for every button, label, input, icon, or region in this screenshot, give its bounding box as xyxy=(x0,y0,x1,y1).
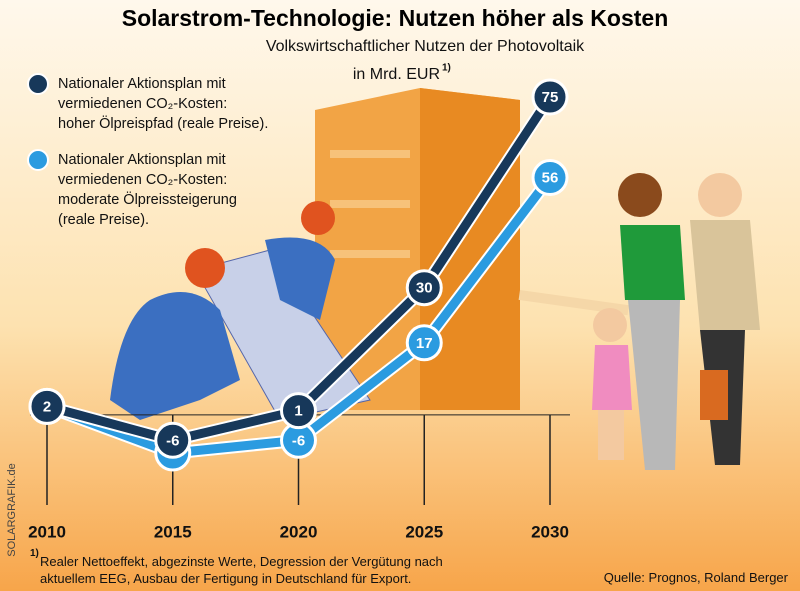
point xyxy=(405,324,443,362)
chart-title: Solarstrom-Technologie: Nutzen höher als… xyxy=(122,5,669,31)
point xyxy=(154,421,192,459)
workers-illustration xyxy=(110,201,371,421)
chart-subtitle: Volkswirtschaftlicher Nutzen der Photovo… xyxy=(266,38,585,55)
footnote-marker: 1) xyxy=(30,548,39,559)
family-illustration xyxy=(592,173,760,470)
data-label: -6 xyxy=(166,432,179,449)
point xyxy=(28,387,66,425)
building-illustration xyxy=(315,88,629,410)
data-label: -6 xyxy=(292,432,305,449)
point xyxy=(531,159,569,197)
footnote: Realer Nettoeffekt, abgezinste Werte, De… xyxy=(40,554,443,586)
x-tick-label: 2030 xyxy=(531,522,569,541)
unit-label: in Mrd. EUR xyxy=(353,66,440,83)
source: Quelle: Prognos, Roland Berger xyxy=(603,570,788,585)
x-tick-label: 2015 xyxy=(154,522,192,541)
legend-entry: Nationaler Aktionsplan mit vermiedenen C… xyxy=(58,152,237,228)
point xyxy=(280,392,317,430)
data-label: 75 xyxy=(542,89,559,106)
watermark: SOLARGRAFIK.de xyxy=(6,463,18,557)
point xyxy=(405,269,443,307)
data-label: 56 xyxy=(542,169,559,186)
x-tick-label: 2025 xyxy=(405,522,443,541)
legend-entry: Nationaler Aktionsplan mit vermiedenen C… xyxy=(58,76,269,132)
data-label: 17 xyxy=(416,335,433,352)
data-label: 30 xyxy=(416,280,433,297)
x-tick-label: 2010 xyxy=(28,522,66,541)
data-label: 1 xyxy=(294,403,302,420)
legend-marker xyxy=(27,149,49,171)
unit-footnote-marker: 1) xyxy=(442,63,451,74)
data-label: 2 xyxy=(43,398,51,415)
x-tick-label: 2020 xyxy=(280,522,318,541)
point xyxy=(531,78,569,116)
legend-marker xyxy=(27,73,49,95)
